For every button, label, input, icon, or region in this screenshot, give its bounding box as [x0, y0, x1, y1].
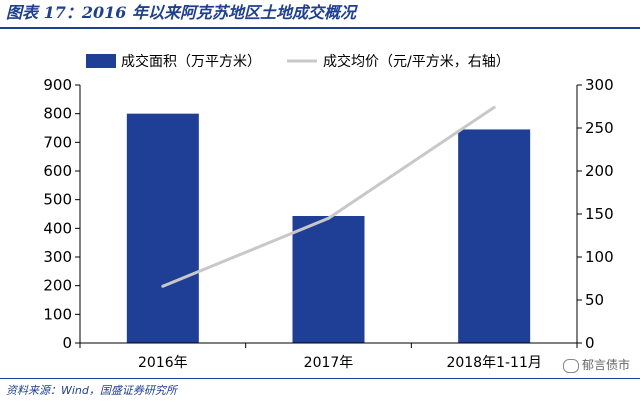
line-point-2 — [492, 105, 496, 109]
right-tick-label-2: 100 — [585, 248, 614, 266]
line-point-0 — [161, 284, 165, 288]
left-tick-label-6: 600 — [43, 162, 72, 180]
bar-0 — [126, 113, 199, 344]
bar-1 — [292, 216, 365, 343]
left-tick-label-5: 500 — [43, 191, 72, 209]
watermark: 郁言债市 — [562, 356, 630, 373]
line-series — [161, 105, 496, 288]
axes: 0 100 200 300 400 500 600 700 800 900 0 50 100 150 200… — [43, 76, 613, 371]
left-tick-label-0: 0 — [62, 334, 72, 352]
watermark-text: 郁言债市 — [581, 358, 630, 372]
right-tick-label-5: 250 — [585, 119, 614, 137]
bar-series — [126, 113, 531, 344]
left-tick-label-8: 800 — [43, 105, 72, 123]
x-tick-label-1: 2017年 — [304, 355, 354, 371]
left-tick-label-2: 200 — [43, 277, 72, 295]
left-tick-label-7: 700 — [43, 133, 72, 151]
right-tick-label-1: 50 — [585, 291, 604, 309]
wechat-icon — [562, 358, 579, 373]
left-tick-label-4: 400 — [43, 219, 72, 237]
right-tick-label-4: 200 — [585, 162, 614, 180]
legend-label-bar: 成交面积（万平方米） — [121, 53, 261, 70]
x-tick-label-0: 2016年 — [138, 355, 188, 371]
left-tick-label-9: 900 — [43, 76, 72, 94]
legend-swatch-bar — [86, 54, 116, 68]
legend-label-line: 成交均价（元/平方米，右轴） — [323, 53, 510, 70]
line-point-1 — [327, 216, 330, 220]
right-tick-label-3: 150 — [585, 205, 614, 223]
legend: 成交面积（万平方米） 成交均价（元/平方米，右轴） — [86, 53, 510, 70]
figure-title: 图表 17：2016 年以来阿克苏地区土地成交概况 — [6, 3, 356, 22]
x-tick-label-2: 2018年1-11月 — [446, 355, 541, 371]
right-tick-label-6: 300 — [585, 76, 614, 94]
bar-2 — [458, 129, 531, 343]
left-tick-label-3: 300 — [43, 248, 72, 266]
right-tick-label-0: 0 — [585, 334, 595, 352]
left-tick-label-1: 100 — [43, 305, 72, 323]
footer-divider — [0, 378, 640, 379]
title-divider — [0, 27, 640, 29]
source-note: 资料来源：Wind，国盛证券研究所 — [6, 384, 177, 397]
